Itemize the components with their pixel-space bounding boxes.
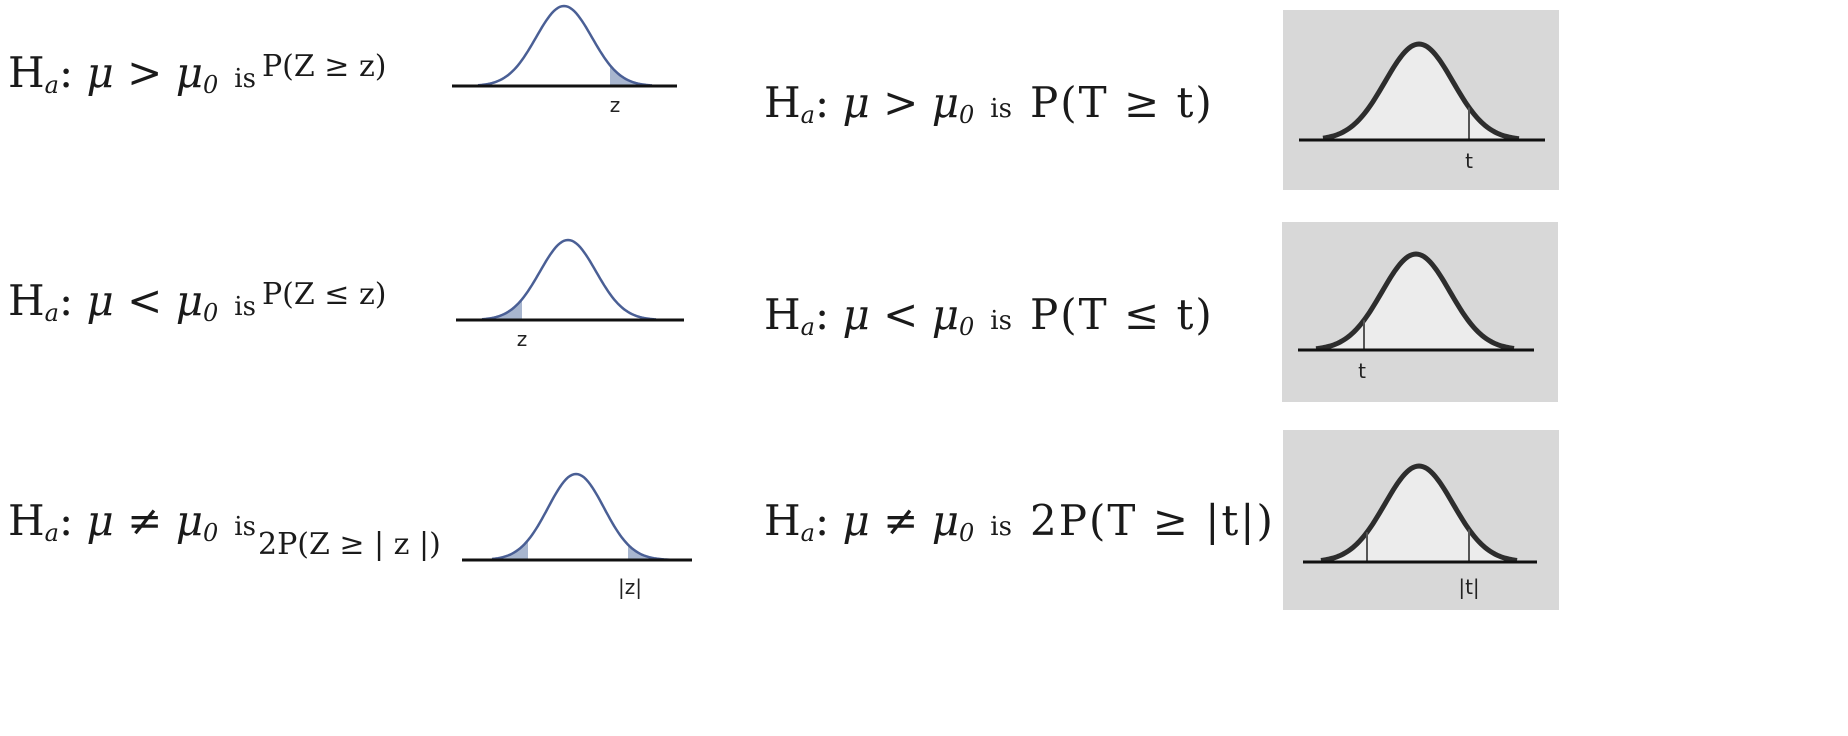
z-probability-2: P(Z ≤ z) bbox=[262, 277, 387, 312]
t-probability-2: P(T ≤ t) bbox=[1030, 290, 1214, 339]
z-hypothesis-2: Ha: μ < μ0 is bbox=[8, 276, 256, 327]
t-probability-3: 2P(T ≥ |t|) bbox=[1030, 496, 1275, 545]
t-hypothesis-1: Ha: μ > μ0 is bbox=[764, 78, 1012, 129]
t-probability-1: P(T ≥ t) bbox=[1030, 78, 1214, 127]
z-label: z bbox=[517, 327, 528, 351]
z-curve-two-tail: |z| bbox=[462, 472, 692, 599]
normal-curve bbox=[481, 238, 657, 321]
z-hypothesis-1: Ha: μ > μ0 is bbox=[8, 48, 256, 99]
t-panel-right-tail: t bbox=[1283, 10, 1559, 190]
left-tail-shade bbox=[482, 299, 522, 320]
t-curve bbox=[1320, 463, 1518, 563]
abs-t-label: |t| bbox=[1458, 575, 1479, 599]
t-panel-left-tail: t bbox=[1282, 222, 1558, 402]
z-probability-3: 2P(Z ≥ | z |) bbox=[258, 527, 441, 562]
z-label: z bbox=[610, 93, 621, 117]
t-curve bbox=[1322, 41, 1520, 142]
t-curve-two-tail: |t| bbox=[1303, 463, 1537, 599]
t-hypothesis-3: Ha: μ ≠ μ0 is bbox=[764, 496, 1012, 547]
t-curve-left-tail: t bbox=[1298, 251, 1534, 383]
z-hypothesis-3: Ha: μ ≠ μ0 is bbox=[8, 496, 256, 547]
t-panel-two-tail: |t| bbox=[1283, 430, 1559, 610]
t-label: t bbox=[1358, 359, 1366, 383]
t-label: t bbox=[1465, 149, 1473, 173]
t-hypothesis-2: Ha: μ < μ0 is bbox=[764, 290, 1012, 341]
normal-curve bbox=[477, 4, 653, 87]
z-probability-1: P(Z ≥ z) bbox=[262, 49, 387, 84]
t-curve bbox=[1315, 251, 1515, 352]
z-curve-right-tail: z bbox=[452, 4, 677, 117]
right-tail-shade bbox=[610, 65, 652, 86]
t-curve-right-tail: t bbox=[1299, 41, 1545, 173]
abs-z-label: |z| bbox=[618, 575, 642, 599]
z-curve-left-tail: z bbox=[456, 238, 684, 351]
curve-fill bbox=[1316, 254, 1514, 350]
normal-curve bbox=[491, 472, 671, 561]
